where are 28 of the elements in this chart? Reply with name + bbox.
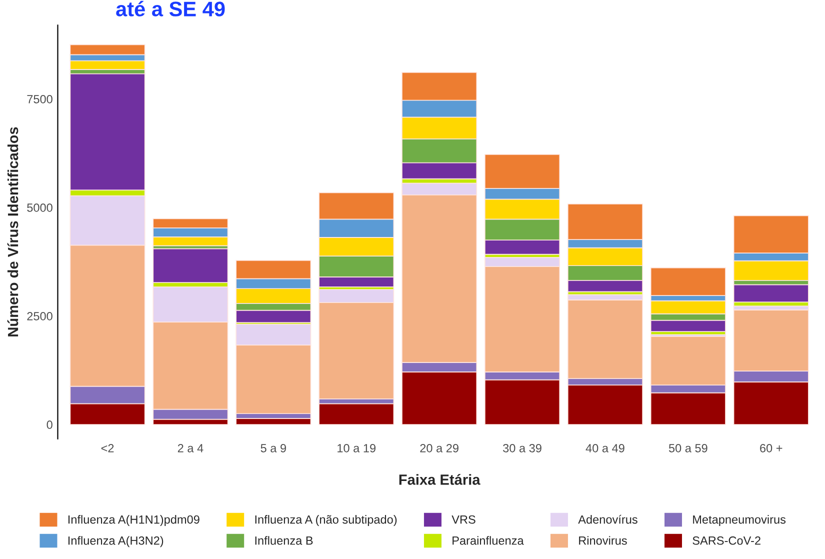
y-tick-label: 7500 — [27, 94, 52, 104]
x-tick-label: 40 a 49 — [586, 444, 624, 452]
legend-label: Influenza A(H1N1)pdm09 — [68, 515, 200, 526]
legend-label: Influenza A(H3N2) — [68, 536, 164, 548]
legend-label: VRS — [452, 515, 476, 524]
y-axis-title: Número de Vírus Identificados — [7, 127, 18, 336]
legend-label: Metapneumovirus — [693, 515, 786, 526]
y-tick-label: 5000 — [27, 203, 52, 212]
x-tick-label: 20 a 29 — [420, 444, 458, 452]
x-tick-label: 2 a 4 — [178, 444, 204, 452]
bar — [318, 403, 394, 425]
y-tick-label: 0 — [46, 420, 52, 429]
legend-label: Influenza B — [255, 536, 313, 545]
legend-label: Influenza A (não subtipado) — [255, 515, 397, 526]
legend-label: Parainfluenza — [452, 536, 524, 545]
x-tick-label: 30 a 39 — [503, 444, 542, 452]
x-tick-label: 10 a 19 — [338, 444, 376, 452]
x-axis-title: Faixa Etária — [399, 474, 480, 485]
x-tick-label: 5 a 9 — [260, 444, 286, 452]
legend-label: Rinovirus — [579, 536, 627, 545]
legend-label: SARS-CoV-2 — [692, 536, 760, 545]
y-tick-label: 2500 — [27, 312, 52, 320]
x-tick-label: 60 + — [760, 444, 782, 452]
legend-label: Adenovírus — [578, 514, 638, 524]
x-tick-label: <2 — [101, 444, 114, 452]
x-tick-label: 50 a 59 — [668, 444, 708, 452]
bar — [733, 284, 809, 303]
chart-title: até a SE 49 — [116, 0, 225, 16]
